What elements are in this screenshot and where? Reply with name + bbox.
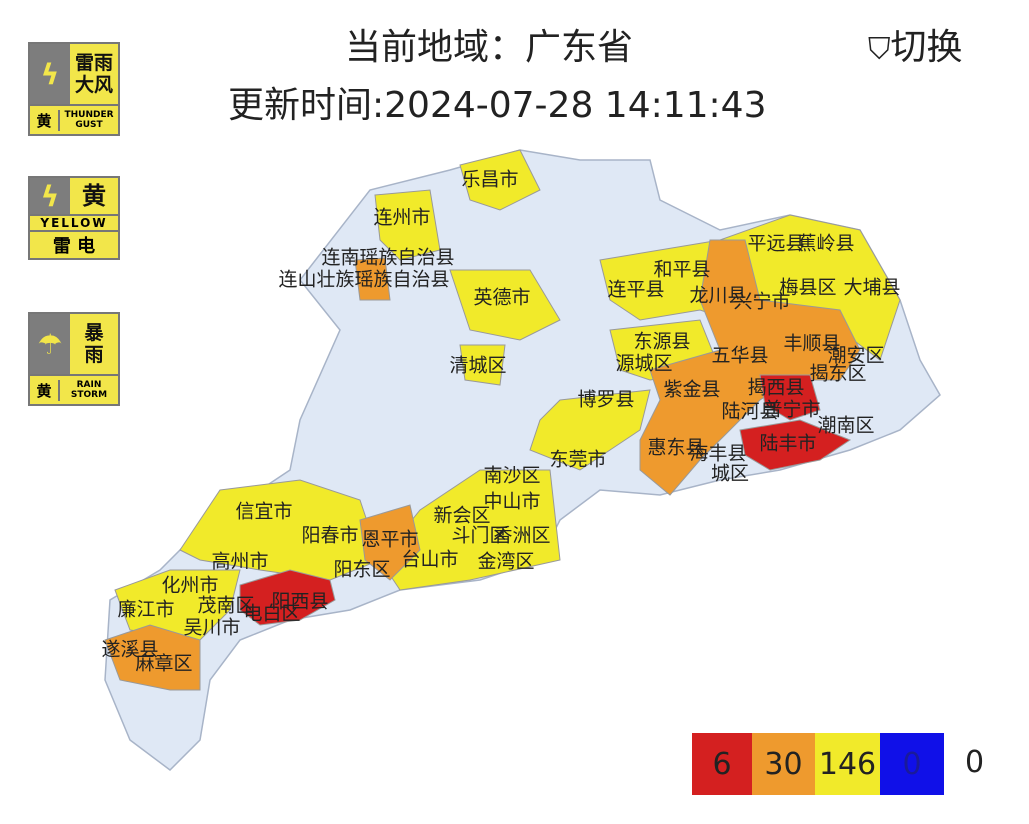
switch-button[interactable]: ⛉切换 <box>868 18 963 70</box>
warning-name: 大风 <box>74 74 113 96</box>
icon-graphic: ☂ <box>30 314 70 374</box>
switch-label: 切换 <box>890 27 963 68</box>
district-label: 阳西县 <box>271 591 328 613</box>
warning-level: 黄 <box>82 182 106 210</box>
district-label: 揭西县 <box>747 377 804 399</box>
district-label: 香洲区 <box>493 525 550 547</box>
district-label: 东莞市 <box>549 449 606 471</box>
district-label: 惠东县 <box>647 437 704 459</box>
district-label: 电白区 <box>243 603 300 625</box>
district-label: 吴川市 <box>183 617 240 639</box>
warning-icon[interactable]: ϟ 雷雨 大风 黄 THUNDER GUST <box>28 42 120 136</box>
district-label: 恩平市 <box>361 529 418 551</box>
icon-graphic: ϟ <box>30 178 70 214</box>
district-label: 五华县 <box>711 345 768 367</box>
district-label: 揭东区 <box>809 363 866 385</box>
warning-level: 黄 <box>30 109 60 131</box>
district-label: 新会区 <box>433 505 490 527</box>
region-title: 当前地域：广东省 <box>345 27 634 68</box>
district-label: 东源县 <box>633 331 690 353</box>
district-label: 连南瑶族自治县 <box>321 247 454 269</box>
district-label: 台山市 <box>401 549 458 571</box>
warning-name: 暴 <box>84 322 104 344</box>
district-label: 兴宁市 <box>733 291 790 313</box>
district-label: 丰顺县 <box>783 333 840 355</box>
icon-graphic: ϟ <box>30 44 70 104</box>
legend-other-count: 0 <box>965 745 985 780</box>
warning-icon[interactable]: ☂ 暴雨 黄 RAIN STORM <box>28 312 120 406</box>
legend-count: 30 <box>752 733 815 795</box>
district-label: 南沙区 <box>483 465 540 487</box>
district-label: 潮南区 <box>817 415 874 437</box>
district-label: 阳春市 <box>301 525 358 547</box>
warning-name: 雷 电 <box>30 230 118 258</box>
warning-name: 雨 <box>84 344 104 366</box>
district-label: 茂南区 <box>197 595 254 617</box>
update-time: 更新时间:2024-07-28 14:11:43 <box>228 85 767 126</box>
district-label: 平远县 <box>747 233 804 255</box>
district-label: 化州市 <box>161 575 218 597</box>
district-label: 高州市 <box>211 551 268 573</box>
district-label: 阳东区 <box>333 559 390 581</box>
district-label: 遂溪县 <box>101 639 158 661</box>
district-label: 大埔县 <box>843 277 900 299</box>
district-label: 海丰县 <box>689 443 746 465</box>
region-orange <box>104 239 861 691</box>
district-label: 源城区 <box>615 353 672 375</box>
district-label: 麻章区 <box>135 653 192 675</box>
district-label: 连平县 <box>607 279 664 301</box>
district-label: 普宁市 <box>763 399 820 421</box>
district-label: 龙川县 <box>689 285 746 307</box>
district-label: 梅县区 <box>779 277 836 299</box>
district-label: 英德市 <box>473 287 530 309</box>
district-label: 陆丰市 <box>759 433 816 455</box>
warning-level: 黄 <box>30 379 60 401</box>
district-label: 城区 <box>711 463 749 485</box>
district-label: 紫金县 <box>663 379 720 401</box>
district-label: 廉江市 <box>117 599 174 621</box>
warning-english: RAIN STORM <box>70 380 108 400</box>
warning-english: YELLOW <box>30 214 118 230</box>
district-label: 陆河县 <box>721 401 778 423</box>
filter-icon: ⛉ <box>868 32 891 67</box>
legend-count: 6 <box>692 733 752 795</box>
district-label: 蕉岭县 <box>797 233 854 255</box>
legend-count: 0 <box>880 733 944 795</box>
legend-count: 146 <box>815 733 880 795</box>
district-label: 清城区 <box>449 355 506 377</box>
region-red <box>239 374 852 626</box>
warning-english: THUNDER GUST <box>64 110 114 130</box>
district-label: 乐昌市 <box>461 169 518 191</box>
district-label: 中山市 <box>483 491 540 513</box>
district-label: 和平县 <box>653 259 710 281</box>
district-label: 金湾区 <box>477 551 534 573</box>
warning-name: 雷雨 <box>74 52 113 74</box>
district-label: 潮安区 <box>827 345 884 367</box>
district-label: 信宜市 <box>235 501 292 523</box>
district-label: 博罗县 <box>577 389 634 411</box>
district-label: 连山壮族瑶族自治县 <box>278 269 449 291</box>
district-label: 斗门区 <box>451 525 508 547</box>
legend: 6 30 146 0 <box>692 733 944 795</box>
district-label: 连州市 <box>373 207 430 229</box>
